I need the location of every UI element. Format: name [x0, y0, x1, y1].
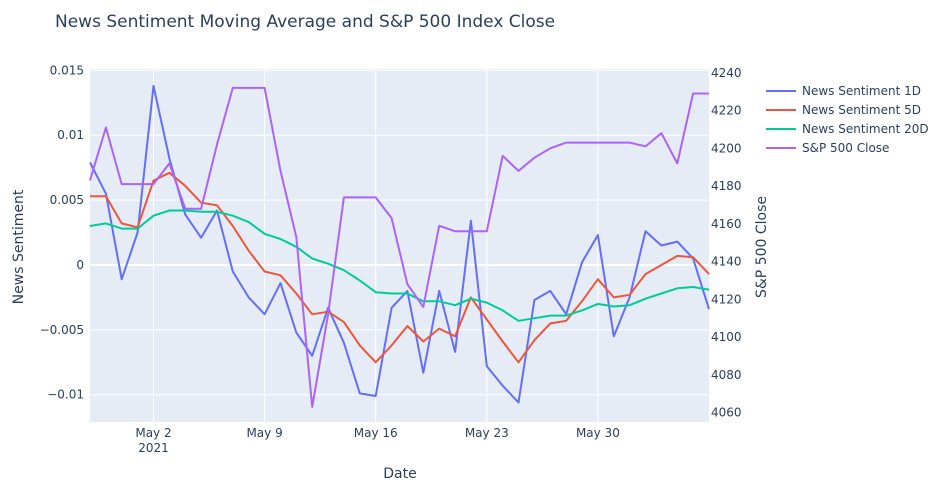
y2-tick-label: 4220: [711, 104, 742, 118]
series-layer: [89, 84, 710, 408]
series-line-news-sentiment-5d: [90, 171, 710, 364]
series-line-news-sentiment-20d: [89, 209, 710, 322]
y-tick-label: −0.01: [47, 388, 84, 402]
y-tick-label: 0.005: [50, 193, 84, 207]
y-tick-label: 0: [76, 258, 84, 272]
y2-tick-label: 4180: [711, 179, 742, 193]
plot-area: [90, 69, 709, 422]
y2-tick-label: 4140: [711, 255, 742, 269]
y2-axis-title: S&P 500 Close: [754, 196, 770, 298]
y-axis-title: News Sentiment: [11, 189, 27, 304]
chart-title: News Sentiment Moving Average and S&P 50…: [55, 12, 555, 32]
x-tick-label: May 30: [576, 426, 620, 440]
x-tick-label: May 23: [465, 426, 509, 440]
series-line-s-p-500-close: [89, 86, 709, 408]
y-tick-label: 0.01: [57, 128, 84, 142]
y2-tick-label: 4240: [711, 66, 742, 80]
legend-label-s-p-500-close[interactable]: S&P 500 Close: [802, 141, 889, 155]
y-tick-label: −0.005: [40, 323, 84, 337]
y2-tick-label: 4200: [711, 141, 742, 155]
x-axis-title: Date: [383, 466, 416, 482]
y2-tick-label: 4080: [711, 368, 742, 382]
legend: News Sentiment 1D News Sentiment 5D News S…: [766, 84, 929, 155]
y2-tick-label: 4060: [711, 406, 742, 420]
legend-label-news-sentiment-20d[interactable]: News Sentiment 20D: [802, 122, 929, 136]
y-axis-ticks: 0.015 0.01 0.005 0 −0.005 −0.01: [40, 63, 84, 401]
legend-label-news-sentiment-1d[interactable]: News Sentiment 1D: [802, 84, 921, 98]
y2-tick-label: 4120: [711, 292, 742, 306]
legend-label-news-sentiment-5d[interactable]: News Sentiment 5D: [802, 103, 921, 117]
y2-tick-label: 4160: [711, 217, 742, 231]
y-tick-label: 0.015: [50, 63, 84, 77]
y2-axis-ticks: 4240 4220 4200 4180 4160 4140 4120 4100 4080 4060: [711, 66, 742, 420]
x-tick-label: May 2: [135, 426, 171, 440]
x-tick-year-label: 2021: [138, 441, 169, 455]
x-tick-label: May 9: [246, 426, 282, 440]
x-tick-label: May 16: [354, 426, 398, 440]
y2-tick-label: 4100: [711, 330, 742, 344]
series-line-news-sentiment-1d: [89, 84, 710, 404]
